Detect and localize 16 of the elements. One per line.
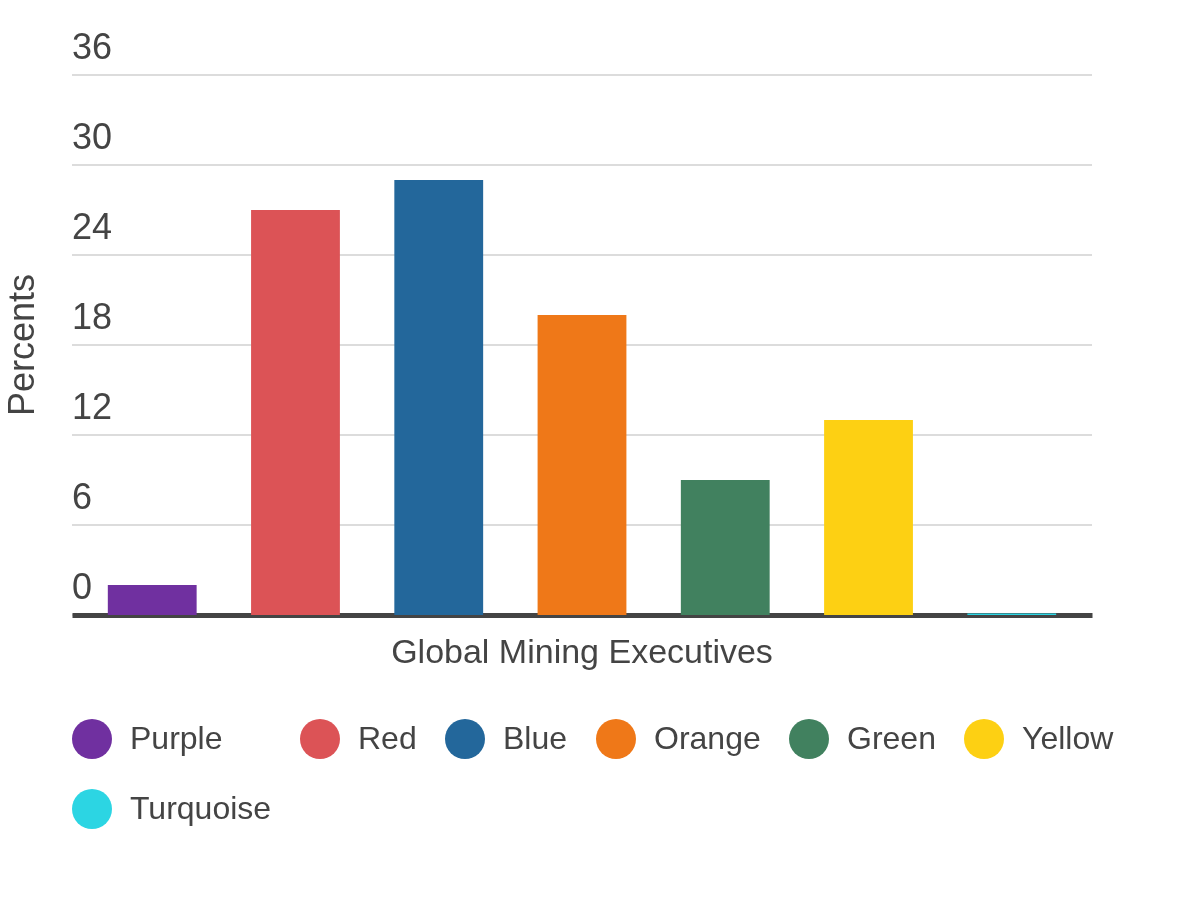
legend-label: Yellow: [1022, 720, 1115, 756]
legend-label: Red: [358, 720, 417, 756]
legend-label: Green: [847, 720, 936, 756]
legend-label: Turquoise: [130, 790, 272, 826]
y-tick-label: 18: [72, 296, 113, 337]
y-tick-label: 36: [72, 26, 113, 67]
x-tick-label: Global Mining Executives: [391, 631, 773, 670]
legend-label: Purple: [130, 720, 223, 756]
y-axis-title: Percents: [1, 273, 42, 417]
y-tick-label: 30: [72, 116, 113, 157]
legend-label: Orange: [654, 720, 761, 756]
y-tick-label: 6: [72, 476, 93, 517]
y-tick-label: 12: [72, 386, 113, 427]
y-tick-label: 24: [72, 206, 113, 247]
legend-label: Blue: [503, 720, 568, 756]
y-tick-label: 0: [72, 566, 93, 607]
